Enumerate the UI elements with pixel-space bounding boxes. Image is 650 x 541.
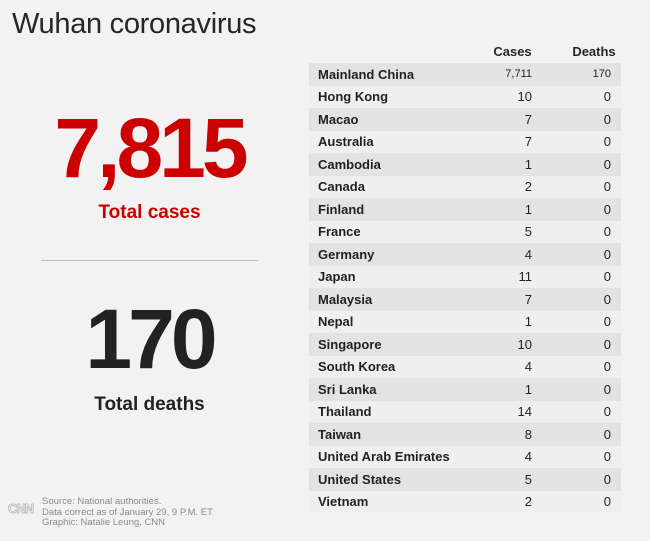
country-name: Singapore	[318, 336, 382, 352]
deaths-value: 0	[603, 314, 611, 330]
cases-value: 5	[524, 471, 532, 487]
deaths-value: 0	[603, 269, 611, 285]
deaths-value: 0	[603, 494, 611, 510]
deaths-value: 0	[603, 404, 611, 420]
cases-value: 8	[524, 426, 532, 442]
deaths-value: 170	[592, 68, 611, 81]
deaths-value: 0	[603, 471, 611, 487]
cases-value: 10	[517, 89, 532, 105]
cases-value: 7	[524, 111, 532, 127]
cases-value: 7,711	[505, 68, 532, 81]
total-cases-number: 7,815	[54, 101, 248, 195]
table-row: Japan 11 0	[309, 265, 621, 288]
deaths-value: 0	[603, 156, 611, 172]
deaths-value: 0	[603, 291, 611, 307]
table-row: Vietnam 2 0	[309, 490, 621, 513]
deaths-value: 0	[603, 89, 611, 105]
table-row: Finland 1 0	[309, 198, 621, 221]
cases-value: 7	[524, 291, 532, 307]
cases-value: 4	[524, 359, 532, 375]
table-row: Germany 4 0	[309, 243, 621, 266]
table-row: Hong Kong 10 0	[309, 85, 621, 108]
data-note-text: Data correct as of January 29, 9 P.M. ET	[42, 506, 213, 518]
country-name: Malaysia	[318, 291, 373, 307]
table-row: Thailand 14 0	[309, 400, 621, 423]
cases-value: 1	[524, 314, 532, 330]
deaths-value: 0	[603, 449, 611, 465]
country-name: United States	[318, 471, 402, 487]
cases-value: 4	[524, 449, 532, 465]
table-row: United States 5 0	[309, 468, 621, 491]
country-name: Germany	[318, 246, 375, 262]
table-row: Australia 7 0	[309, 130, 621, 153]
country-name: Finland	[318, 201, 365, 217]
deaths-value: 0	[603, 246, 611, 262]
cases-value: 5	[524, 224, 532, 240]
cases-value: 1	[524, 201, 532, 217]
table-row: Cambodia 1 0	[309, 153, 621, 176]
country-name: Japan	[318, 269, 356, 285]
country-name: Taiwan	[318, 426, 362, 442]
footer: CNN Source: National authorities. Data c…	[8, 496, 213, 529]
cases-value: 4	[524, 246, 532, 262]
footer-credits: Source: National authorities. Data corre…	[42, 496, 213, 529]
deaths-value: 0	[603, 381, 611, 397]
deaths-value: 0	[603, 359, 611, 375]
cases-table: Mainland China 7,711 170 Hong Kong 10 0 …	[309, 63, 621, 513]
country-name: Australia	[318, 134, 374, 150]
total-cases-label: Total cases	[98, 202, 201, 223]
country-name: Thailand	[318, 404, 372, 420]
total-deaths-number: 170	[85, 292, 217, 386]
total-deaths-label: Total deaths	[94, 394, 205, 415]
cases-value: 14	[517, 404, 532, 420]
country-name: United Arab Emirates	[318, 449, 450, 465]
country-name: Vietnam	[318, 494, 369, 510]
country-name: Nepal	[318, 314, 354, 330]
country-name: Hong Kong	[318, 89, 389, 105]
divider	[41, 260, 258, 261]
deaths-value: 0	[603, 201, 611, 217]
country-name: South Korea	[318, 359, 396, 375]
cases-value: 10	[517, 336, 532, 352]
deaths-value: 0	[603, 179, 611, 195]
cases-value: 1	[524, 156, 532, 172]
cnn-logo-icon: CNN	[8, 501, 35, 516]
table-row: France 5 0	[309, 220, 621, 243]
deaths-value: 0	[603, 134, 611, 150]
country-name: Canada	[318, 179, 365, 195]
country-name: Sri Lanka	[318, 381, 377, 397]
table-row: Singapore 10 0	[309, 333, 621, 356]
table-row: Malaysia 7 0	[309, 288, 621, 311]
table-row: Macao 7 0	[309, 108, 621, 131]
table-row: Mainland China 7,711 170	[309, 63, 621, 86]
deaths-value: 0	[603, 224, 611, 240]
cases-value: 7	[524, 134, 532, 150]
cases-value: 1	[524, 381, 532, 397]
table-row: Nepal 1 0	[309, 310, 621, 333]
country-name: Cambodia	[318, 156, 381, 172]
graphic-credit-text: Graphic: Natalie Leung, CNN	[42, 517, 166, 528]
cases-column-header: Cases	[493, 44, 532, 59]
cases-value: 11	[518, 269, 533, 285]
table-row: Taiwan 8 0	[309, 423, 621, 446]
country-name: France	[318, 224, 361, 240]
table-row: United Arab Emirates 4 0	[309, 445, 621, 468]
cases-value: 2	[524, 179, 532, 195]
table-row: Sri Lanka 1 0	[309, 378, 621, 401]
page-title: Wuhan coronavirus	[12, 8, 257, 40]
table-row: South Korea 4 0	[309, 355, 621, 378]
country-name: Mainland China	[318, 66, 415, 82]
source-text: Source: National authorities.	[42, 496, 162, 507]
cnn-logo-text: CNN	[8, 501, 34, 516]
deaths-column-header: Deaths	[572, 44, 616, 59]
deaths-value: 0	[603, 426, 611, 442]
deaths-value: 0	[603, 111, 611, 127]
table-row: Canada 2 0	[309, 175, 621, 198]
cases-value: 2	[524, 494, 532, 510]
deaths-value: 0	[603, 336, 611, 352]
country-name: Macao	[318, 111, 359, 127]
